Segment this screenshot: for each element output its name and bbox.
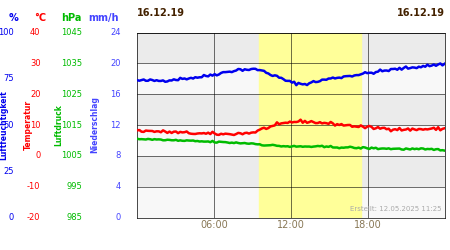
Bar bbox=[137, 94, 445, 125]
Bar bbox=[137, 32, 445, 63]
Text: 8: 8 bbox=[115, 151, 121, 160]
Text: 30: 30 bbox=[30, 59, 40, 68]
Text: 985: 985 bbox=[67, 213, 82, 222]
Text: 40: 40 bbox=[30, 28, 40, 37]
Text: 1015: 1015 bbox=[61, 120, 82, 130]
Text: 16.12.19: 16.12.19 bbox=[396, 8, 445, 18]
Text: 10: 10 bbox=[30, 120, 40, 130]
Bar bbox=[259, 32, 361, 218]
Text: °C: °C bbox=[35, 12, 46, 22]
Text: 1035: 1035 bbox=[61, 59, 82, 68]
Text: Luftfeuchtigkeit: Luftfeuchtigkeit bbox=[0, 90, 8, 160]
Text: 0: 0 bbox=[8, 213, 14, 222]
Text: 20: 20 bbox=[110, 59, 121, 68]
Text: 25: 25 bbox=[3, 167, 14, 176]
Text: 100: 100 bbox=[0, 28, 14, 37]
Text: Erstellt: 12.05.2025 11:25: Erstellt: 12.05.2025 11:25 bbox=[350, 206, 441, 212]
Text: Luftdruck: Luftdruck bbox=[54, 104, 63, 146]
Text: 0: 0 bbox=[35, 151, 40, 160]
Text: 1045: 1045 bbox=[61, 28, 82, 37]
Text: 0: 0 bbox=[115, 213, 121, 222]
Text: 20: 20 bbox=[30, 90, 40, 99]
Text: 995: 995 bbox=[67, 182, 82, 191]
Bar bbox=[137, 125, 445, 156]
Text: mm/h: mm/h bbox=[88, 12, 119, 22]
Text: hPa: hPa bbox=[61, 12, 81, 22]
Text: 50: 50 bbox=[3, 120, 14, 130]
Bar bbox=[137, 156, 445, 187]
Text: 16: 16 bbox=[110, 90, 121, 99]
Text: 1025: 1025 bbox=[61, 90, 82, 99]
Text: Temperatur: Temperatur bbox=[23, 100, 32, 150]
Text: 24: 24 bbox=[110, 28, 121, 37]
Text: -10: -10 bbox=[27, 182, 40, 191]
Text: 4: 4 bbox=[115, 182, 121, 191]
Text: 1005: 1005 bbox=[61, 151, 82, 160]
Text: %: % bbox=[9, 12, 18, 22]
Text: -20: -20 bbox=[27, 213, 40, 222]
Text: Niederschlag: Niederschlag bbox=[90, 96, 99, 154]
Text: 16.12.19: 16.12.19 bbox=[137, 8, 185, 18]
Bar bbox=[137, 63, 445, 94]
Text: 12: 12 bbox=[110, 120, 121, 130]
Bar bbox=[137, 187, 445, 218]
Text: 75: 75 bbox=[3, 74, 14, 83]
